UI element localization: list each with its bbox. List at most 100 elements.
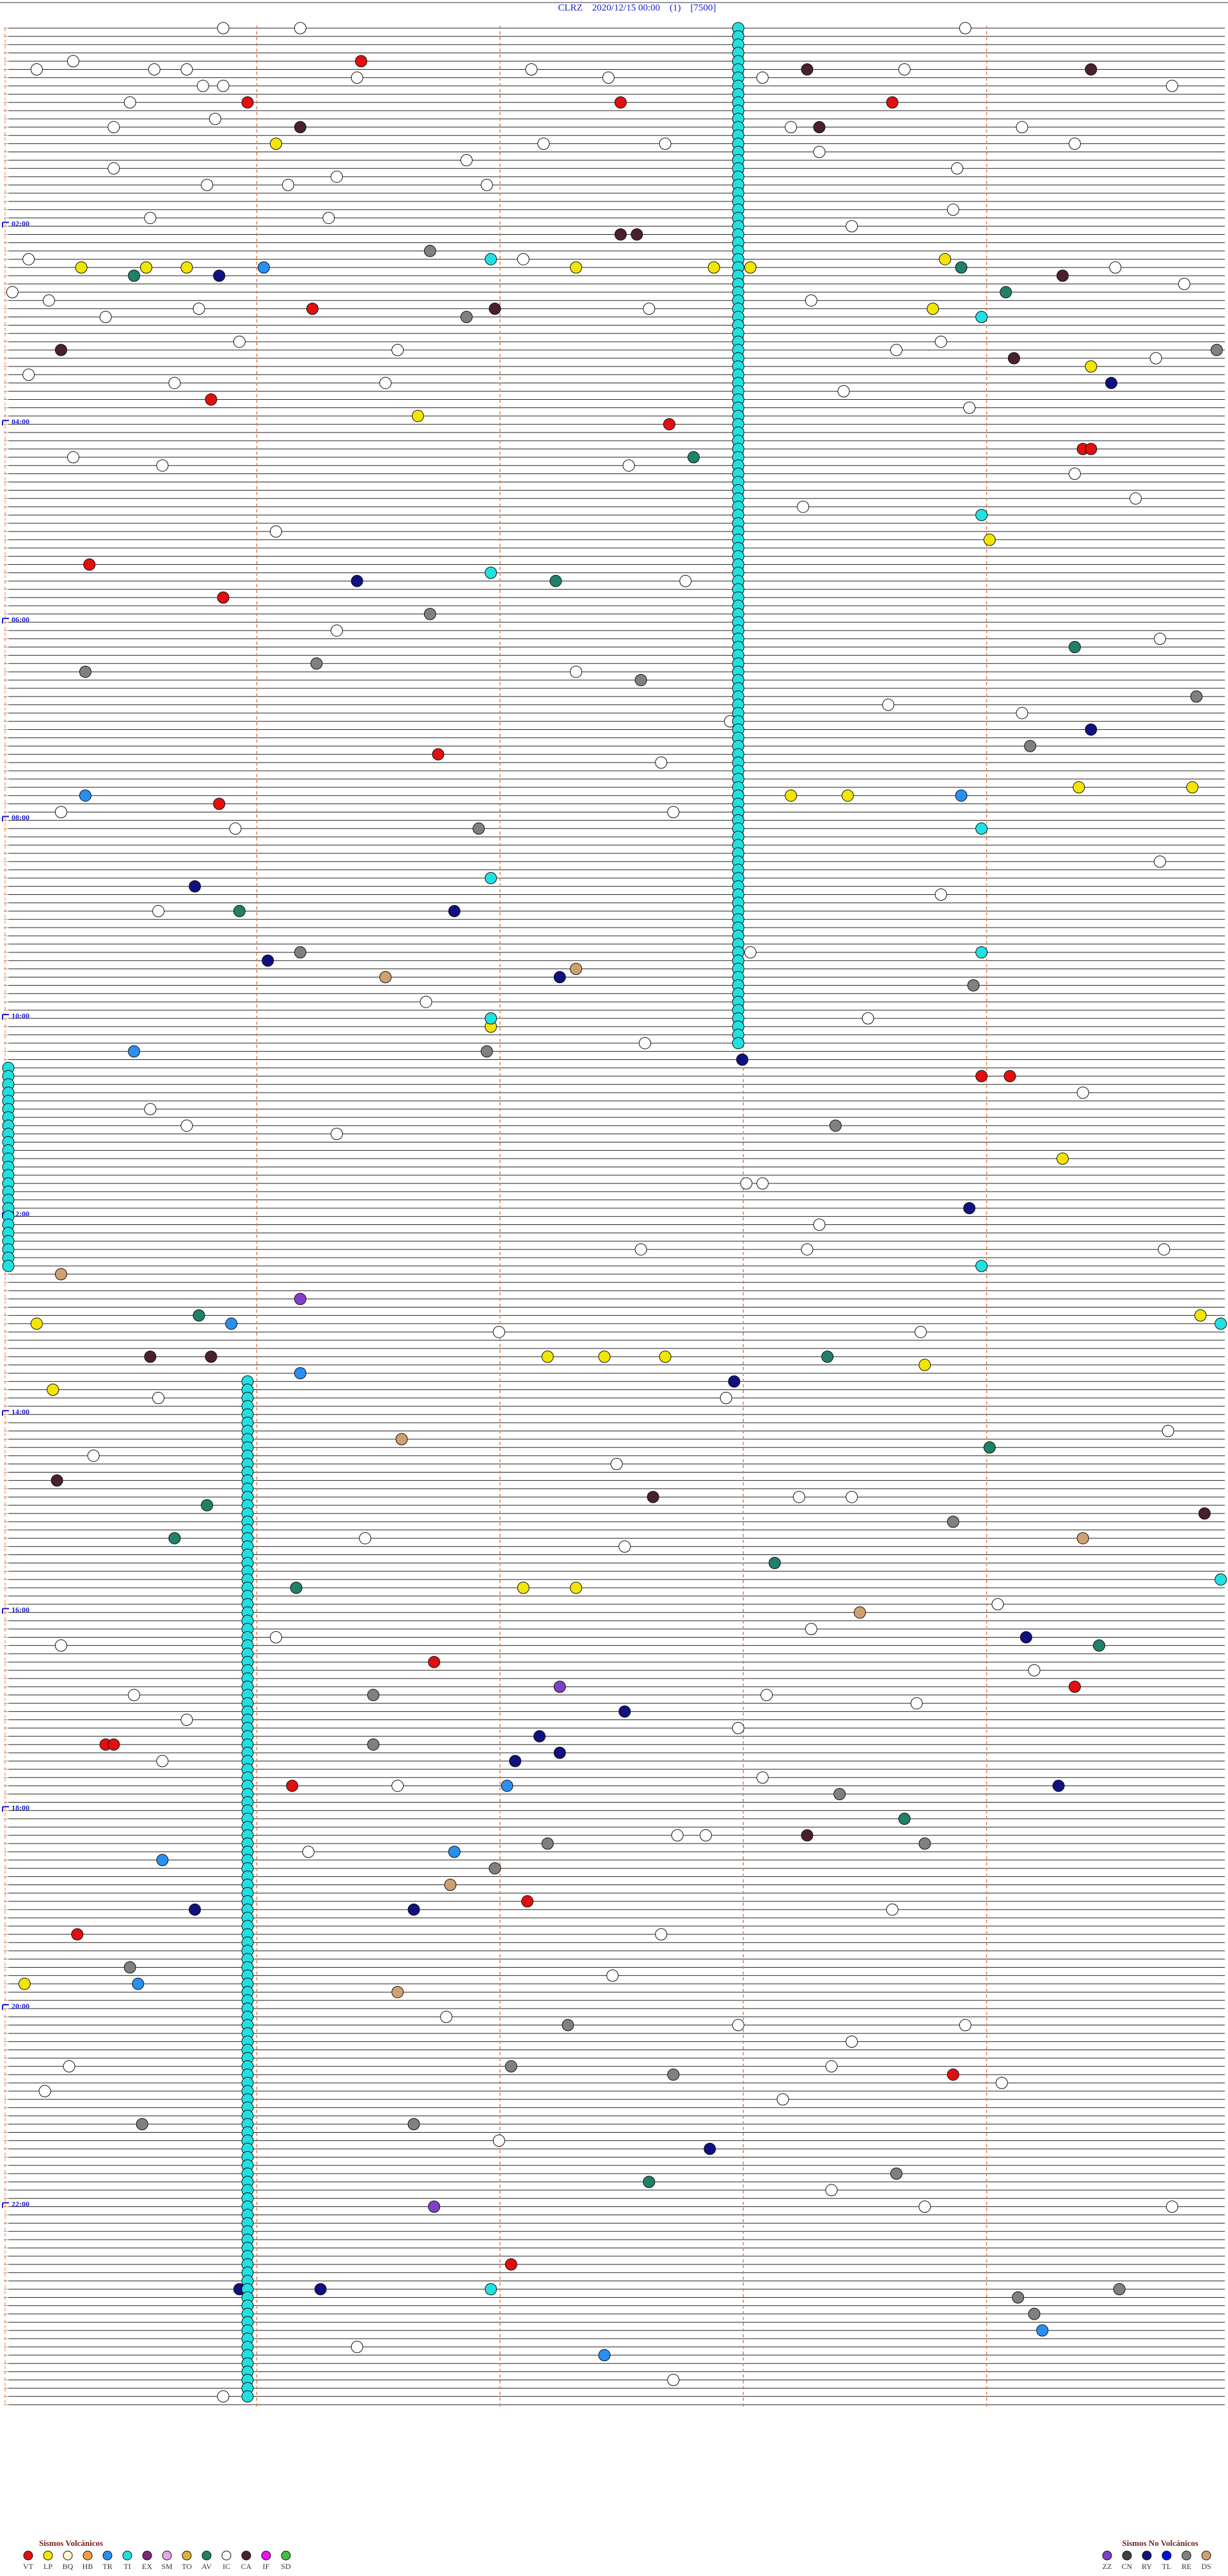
hour-bracket [2,1410,9,1416]
hour-bracket [2,1608,9,1614]
event [1130,492,1142,505]
event [614,96,627,109]
event [444,1879,457,1891]
hour-label: 10:00 [12,1011,29,1020]
event [1158,1243,1170,1256]
event [975,1070,988,1082]
event [79,789,91,802]
event [825,2060,838,2073]
legend-code: SM [161,2562,173,2571]
event [22,368,35,381]
event [517,1581,530,1594]
event [634,1243,647,1256]
event [618,1540,631,1553]
event [18,1977,31,1990]
event [140,261,153,274]
event [501,1780,514,1792]
event [740,1177,753,1190]
event [432,748,445,761]
hour-bracket [2,420,9,426]
event [83,558,96,571]
hour-label: 16:00 [12,1606,29,1615]
event [30,1317,43,1330]
event [233,905,246,917]
event [107,121,120,134]
event [391,344,404,356]
hour-label: 02:00 [12,219,29,228]
event [428,2201,441,2213]
event [379,971,392,983]
hour-label: 18:00 [12,1803,29,1812]
legend-code: IC [223,2562,230,2571]
legend-swatch [23,2550,33,2561]
legend-code: AV [201,2562,212,2571]
event [553,971,566,983]
event [687,451,700,464]
event [1178,278,1191,290]
event [833,1788,846,1801]
legend-swatch [63,2550,73,2561]
event [975,311,988,323]
event [484,2283,497,2296]
event [1076,1086,1089,1099]
event [241,2390,254,2403]
event [480,178,493,191]
legend-code: HB [83,2562,93,2571]
legend-code: TR [102,2562,112,2571]
legend-swatch [43,2550,53,2561]
event [217,591,230,604]
event [180,63,193,75]
event [963,401,976,414]
event [967,979,980,992]
event [144,212,157,225]
event [128,1045,141,1058]
chart-title: CLRZ 2020/12/15 00:00 (1) [7500] [558,3,716,13]
event [132,1977,145,1990]
event [655,1928,668,1941]
event [294,946,306,959]
event [622,459,635,472]
event [732,1037,744,1050]
event [484,872,497,885]
event [217,22,230,35]
legend-swatch [1181,2550,1192,2561]
event [744,946,757,959]
event [1154,633,1167,645]
event [915,1325,927,1338]
event [302,1845,315,1858]
event [331,1128,343,1141]
event [918,2201,931,2213]
event [152,905,165,917]
event [1019,1631,1032,1643]
hour-bracket [2,221,9,228]
event [484,253,497,265]
event [144,1350,157,1363]
event [918,1359,931,1371]
event [638,1037,651,1050]
hour-bracket [2,1806,9,1812]
event [229,822,242,835]
hour-label: 14:00 [12,1407,29,1416]
event [54,1639,67,1652]
event [367,1738,380,1751]
event [262,954,274,967]
event [391,1780,404,1792]
event [350,2341,363,2353]
event [606,1969,619,1982]
event [391,1986,404,1998]
event [123,96,136,109]
event [1149,352,1162,365]
legend-code: RE [1181,2562,1191,2571]
event [983,1441,996,1454]
legend-code: CN [1122,2562,1133,2571]
event [991,1598,1004,1611]
event [168,377,181,390]
event [768,1556,781,1569]
event [193,303,205,315]
event [720,1391,732,1404]
event [1109,261,1122,274]
event [213,269,226,282]
event [1186,781,1199,794]
event [618,1705,631,1718]
event [955,261,968,274]
